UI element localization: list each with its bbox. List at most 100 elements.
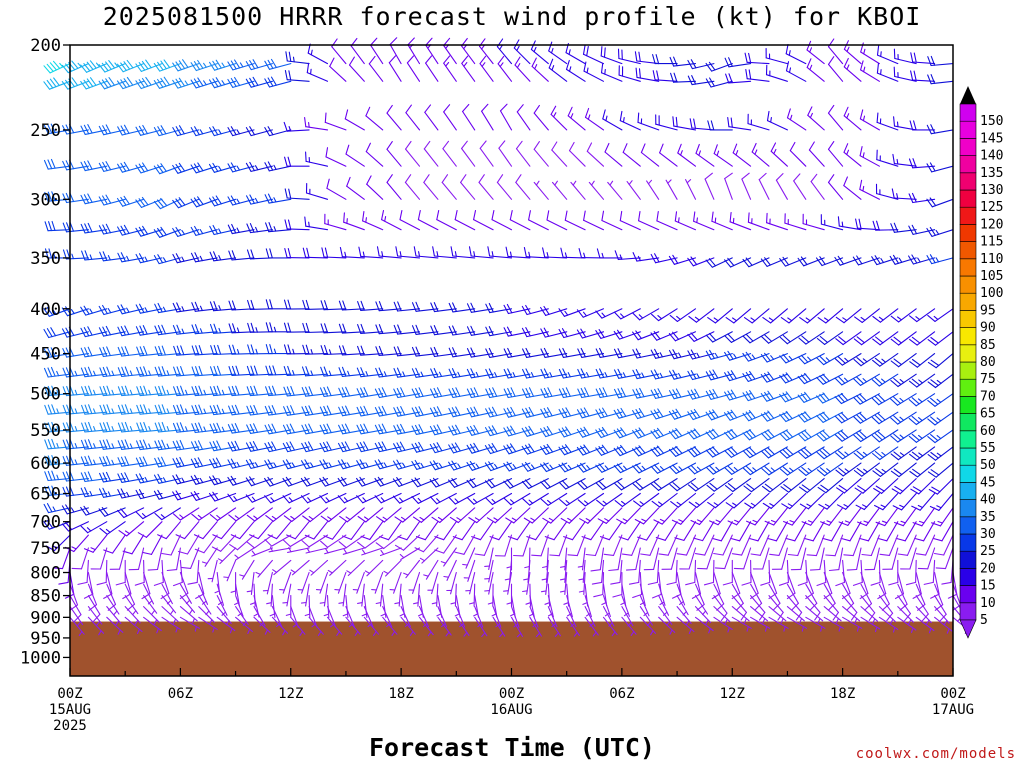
barb-half-feather: [93, 426, 96, 432]
wind-barb: [411, 387, 439, 399]
barb-feather: [271, 385, 277, 396]
wind-barb: [733, 547, 752, 570]
wind-barb: [599, 521, 623, 541]
wind-barb: [98, 77, 126, 90]
barb-feather: [212, 162, 219, 172]
barb-feather: [491, 442, 498, 452]
barb-feather: [105, 161, 112, 171]
barb-feather: [927, 454, 937, 461]
barb-feather: [492, 387, 498, 397]
wind-barb: [816, 373, 844, 385]
barb-feather: [767, 429, 775, 438]
wind-barb: [671, 507, 697, 525]
barb-feather: [522, 348, 528, 358]
barb-half-feather: [807, 520, 814, 524]
barb-feather: [503, 388, 509, 399]
barb-feather: [742, 258, 750, 268]
wind-barb: [484, 461, 513, 472]
wind-barb: [448, 406, 476, 418]
barb-feather: [528, 406, 535, 417]
wind-barb: [567, 534, 586, 557]
barb-staff: [87, 583, 98, 606]
barb-half-feather: [605, 115, 608, 122]
barb-half-feather: [586, 67, 589, 74]
barb-feather: [705, 259, 713, 268]
barb-feather: [779, 413, 787, 423]
barb-half-feather: [896, 121, 899, 128]
wind-barb: [302, 247, 329, 259]
barb-feather: [418, 406, 424, 416]
barb-feather: [209, 423, 215, 434]
barb-feather: [693, 408, 701, 418]
wind-barb: [779, 331, 807, 345]
barb-feather: [496, 174, 504, 183]
wind-barb: [927, 55, 954, 67]
barb-feather: [461, 55, 469, 64]
barb-feather: [120, 62, 127, 71]
barb-half-feather: [456, 517, 462, 521]
barb-feather: [486, 517, 496, 524]
barb-feather: [620, 407, 627, 417]
barb-half-feather: [346, 570, 352, 574]
barb-feather: [53, 77, 60, 86]
wind-barb: [283, 507, 310, 522]
barb-feather: [687, 75, 693, 86]
wind-barb: [892, 492, 917, 511]
barb-feather: [613, 330, 621, 340]
barb-feather: [191, 423, 196, 434]
wind-barb: [897, 534, 917, 556]
barb-staff: [196, 559, 200, 583]
barb-feather: [290, 405, 295, 415]
barb-feather: [120, 508, 128, 517]
wind-barb: [533, 180, 549, 200]
barb-half-feather: [846, 149, 850, 156]
barb-feather: [837, 432, 846, 440]
barb-feather: [674, 211, 678, 222]
barb-staff: [498, 521, 513, 541]
barb-feather: [209, 127, 215, 137]
barb-feather: [890, 223, 895, 233]
barb-feather: [230, 475, 237, 485]
barb-feather: [411, 388, 417, 399]
barb-half-feather: [383, 570, 389, 575]
barb-feather: [52, 60, 61, 69]
barb-feather: [521, 480, 530, 490]
barb-feather: [576, 428, 584, 438]
barb-half-feather: [181, 306, 185, 312]
wind-barb: [245, 492, 273, 503]
barb-feather: [234, 59, 241, 69]
barb-staff: [649, 534, 660, 556]
barb-feather: [414, 442, 421, 452]
barb-feather: [810, 173, 818, 183]
barb-half-feather: [917, 257, 921, 263]
wind-barb: [820, 507, 844, 526]
wind-barb: [479, 140, 494, 167]
barb-staff: [583, 219, 605, 231]
barb-half-feather: [185, 408, 188, 414]
wind-barb: [688, 308, 715, 323]
barb-feather: [98, 162, 105, 172]
barb-feather: [374, 388, 381, 399]
barb-feather: [285, 476, 293, 486]
barb-half-feather: [659, 372, 663, 378]
barb-feather: [172, 513, 181, 521]
barb-feather: [540, 348, 546, 358]
barb-feather: [102, 304, 108, 315]
barb-feather: [115, 581, 126, 586]
barb-feather: [138, 62, 146, 71]
barb-feather: [198, 345, 203, 356]
barb-feather: [307, 441, 314, 451]
barb-staff: [856, 547, 862, 571]
wind-barb: [558, 308, 586, 317]
wind-barb: [859, 146, 880, 167]
barb-feather: [469, 460, 477, 470]
barb-feather: [871, 397, 880, 406]
wind-barb: [522, 387, 549, 399]
barb-feather: [442, 140, 450, 150]
wind-barb: [135, 303, 163, 314]
credit-link[interactable]: coolwx.com/models: [855, 746, 1016, 762]
barb-feather: [634, 51, 638, 62]
barb-feather: [283, 322, 288, 333]
wind-barb: [448, 325, 476, 336]
wind-barb: [227, 440, 255, 452]
